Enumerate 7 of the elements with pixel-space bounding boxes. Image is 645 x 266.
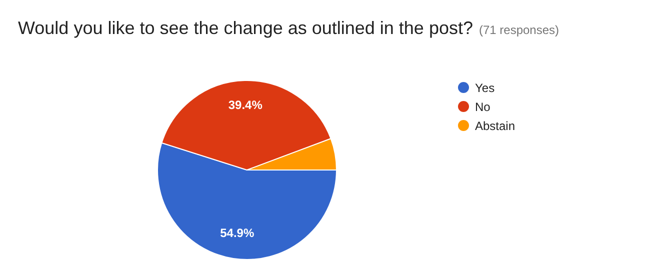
legend-label: No — [475, 100, 490, 114]
data-label: 39.4% — [228, 98, 263, 112]
data-label: 54.9% — [220, 226, 254, 240]
legend-label: Abstain — [475, 118, 516, 132]
chart-title: Would you like to see the change as outlined in the post? — [18, 18, 473, 38]
legend-label: Yes — [475, 80, 495, 94]
chart-subtitle: (71 responses) — [478, 23, 560, 37]
